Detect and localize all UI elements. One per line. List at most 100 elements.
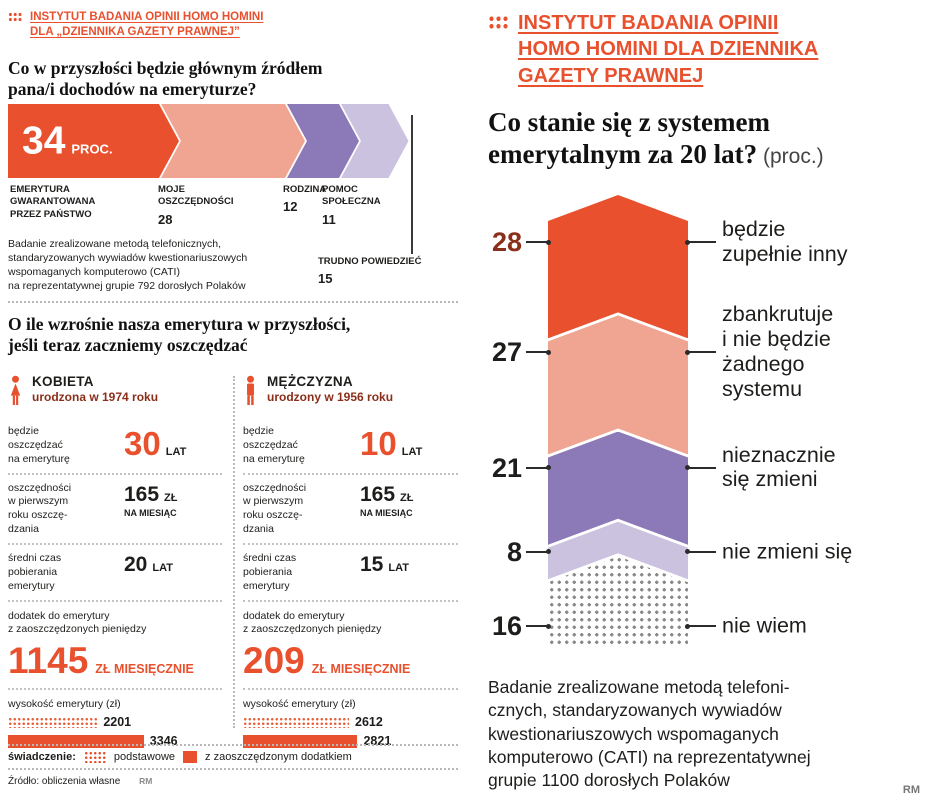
right-credit: INSTYTUT BADANIA OPINII HOMO HOMINI DLA … bbox=[488, 10, 818, 89]
saving-years-row: będzie oszczędzać na emeryturę 10 LAT bbox=[243, 418, 458, 475]
persons-divider bbox=[233, 376, 235, 728]
dots-logo-icon bbox=[488, 15, 509, 30]
value-number: 165 bbox=[360, 482, 396, 506]
pension-bonus-block: dodatek do emerytury z zaoszczędzonych p… bbox=[243, 602, 458, 691]
value-subunit: NA MIESIĄC bbox=[360, 507, 413, 518]
q1-label-text: MOJE OSZCZĘDNOŚCI bbox=[158, 184, 234, 208]
q3-answer-label: nieznacznie się zmieni bbox=[722, 442, 836, 492]
row-label: oszczędności w pierwszym roku oszczę- dz… bbox=[243, 481, 307, 536]
value-number: 30 bbox=[124, 425, 161, 462]
q3-connector-line bbox=[526, 241, 548, 243]
author-initials: RM bbox=[902, 784, 920, 796]
person-card-kobieta: KOBIETA urodzona w 1974 roku będzie oszc… bbox=[8, 374, 222, 748]
q1-label-state-pension: EMERYTURA GWARANTOWANA PRZEZ PAŃSTWO bbox=[10, 184, 130, 221]
left-panel: INSTYTUT BADANIA OPINII HOMO HOMINI DLA … bbox=[0, 0, 466, 812]
value-line: 165 ZŁ bbox=[360, 484, 458, 505]
bonus-unit: ZŁ MIESIĘCZNIE bbox=[95, 662, 194, 677]
bonus-number: 209 bbox=[243, 640, 305, 682]
right-credit-text: INSTYTUT BADANIA OPINII HOMO HOMINI DLA … bbox=[518, 12, 819, 87]
value-unit: LAT bbox=[165, 446, 187, 458]
row-label: oszczędności w pierwszym roku oszczę- dz… bbox=[8, 481, 72, 536]
person-name: MĘŻCZYZNA bbox=[267, 374, 353, 389]
q3-value: 27 bbox=[491, 337, 522, 368]
q3-answer-label: będzie zupełnie inny bbox=[722, 217, 848, 266]
bonus-unit: ZŁ MIESIĘCZNIE bbox=[311, 662, 411, 677]
pension-duration-row: średni czas pobierania emerytury 20 LAT bbox=[8, 545, 222, 602]
q1-label-family: RODZINA 12 bbox=[283, 184, 328, 216]
row-value: 15 LAT bbox=[360, 552, 458, 594]
row-value: 30 LAT bbox=[124, 425, 222, 467]
q3-connector-dot bbox=[546, 465, 551, 470]
q1-label-text: RODZINA bbox=[283, 184, 327, 195]
base-pension-bar bbox=[8, 716, 98, 728]
solid-swatch-icon bbox=[183, 751, 198, 763]
pension-duration-row: średni czas pobierania emerytury 15 LAT bbox=[243, 545, 458, 602]
q3-vertical-arrow-chart: 28 będzie zupełnie inny 27 zbankrutuje i ni… bbox=[470, 195, 934, 655]
q3-connector-dot bbox=[685, 623, 690, 629]
q1-methodology-note: Badanie zrealizowane metodą telefoniczny… bbox=[8, 238, 248, 292]
value-unit: LAT bbox=[401, 446, 423, 458]
value-number: 10 bbox=[360, 425, 397, 462]
q3-answer-label: nie zmieni się bbox=[722, 539, 853, 564]
first-year-savings-row: oszczędności w pierwszym roku oszczę- dz… bbox=[243, 475, 458, 546]
q1-arrow-chart: 34 PROC. bbox=[8, 104, 458, 178]
female-person-icon bbox=[10, 375, 21, 406]
bonus-value: 209 ZŁ MIESIĘCZNIE bbox=[243, 642, 458, 679]
row-value: 10 LAT bbox=[360, 425, 458, 467]
base-pension-bar-row: 2201 bbox=[8, 715, 222, 729]
left-credit-text: INSTYTUT BADANIA OPINII HOMO HOMINI DLA … bbox=[30, 11, 264, 38]
q3-title-main: Co stanie się z systemem emerytalnym za … bbox=[488, 107, 770, 170]
dots-logo-icon bbox=[8, 12, 23, 23]
q3-connector-line bbox=[688, 241, 716, 243]
legend: świadczenie: podstawowe z zaoszczędzonym… bbox=[8, 744, 458, 770]
q3-methodology-note: Badanie zrealizowane metodą telefoni- cz… bbox=[488, 677, 811, 791]
q3-value: 16 bbox=[491, 611, 522, 642]
value-unit: LAT bbox=[388, 562, 409, 575]
legend-item-bonus: z zaoszczędzonym dodatkiem bbox=[205, 751, 352, 763]
bars-label: wysokość emerytury (zł) bbox=[8, 698, 121, 711]
value-number: 165 bbox=[124, 482, 160, 506]
q3-connector-line bbox=[688, 351, 716, 354]
pension-amount-block: wysokość emerytury (zł) 2201 3346 bbox=[8, 690, 222, 748]
pension-amount-block: wysokość emerytury (zł) 2612 2821 bbox=[243, 690, 458, 748]
q3-value: 21 bbox=[491, 452, 522, 483]
person-birth-year: urodzona w 1974 roku bbox=[32, 390, 159, 404]
value-line: 165 ZŁ bbox=[124, 484, 222, 505]
q3-answer-label: nie wiem bbox=[722, 613, 807, 638]
row-value: 165 ZŁ NA MIESIĄC bbox=[360, 482, 458, 537]
row-value: 20 LAT bbox=[124, 552, 222, 594]
person-header: KOBIETA urodzona w 1974 roku bbox=[8, 374, 222, 406]
male-person-icon bbox=[247, 375, 254, 406]
right-panel: INSTYTUT BADANIA OPINII HOMO HOMINI DLA … bbox=[470, 0, 934, 812]
q1-label-social-aid: POMOC SPOŁECZNA 11 bbox=[322, 184, 397, 229]
legend-item-base: podstawowe bbox=[113, 751, 176, 763]
q3-title-unit: (proc.) bbox=[757, 145, 824, 169]
left-credit: INSTYTUT BADANIA OPINII HOMO HOMINI DLA … bbox=[8, 10, 263, 40]
q3-title: Co stanie się z systemem emerytalnym za … bbox=[488, 106, 824, 171]
q3-connector-line bbox=[688, 550, 716, 553]
q3-connector-dot bbox=[546, 549, 551, 555]
base-pension-value: 2201 bbox=[103, 715, 132, 730]
person-birth-year: urodzony w 1956 roku bbox=[267, 390, 394, 404]
q3-connector-line bbox=[526, 625, 548, 628]
q1-big-value: 34 PROC. bbox=[22, 122, 113, 161]
q1-bar-segment bbox=[8, 104, 179, 178]
first-year-savings-row: oszczędności w pierwszym roku oszczę- dz… bbox=[8, 475, 222, 546]
q3-connector-dot bbox=[685, 465, 690, 470]
bars-label: wysokość emerytury (zł) bbox=[243, 698, 356, 711]
q3-answer-label: zbankrutuje i nie będzie żadnego systemu bbox=[722, 302, 834, 402]
q3-connector-dot bbox=[546, 623, 551, 629]
q1-label-value: 28 bbox=[158, 211, 173, 227]
q3-connector-dot bbox=[546, 349, 551, 355]
source-line: Źródło: obliczenia własne RM bbox=[8, 776, 152, 787]
row-label: będzie oszczędzać na emeryturę bbox=[8, 425, 70, 465]
bonus-value: 1145 ZŁ MIESIĘCZNIE bbox=[8, 642, 222, 679]
bonus-number: 1145 bbox=[8, 640, 89, 682]
value-number: 15 bbox=[360, 553, 384, 577]
persons-comparison: KOBIETA urodzona w 1974 roku będzie oszc… bbox=[8, 374, 458, 748]
row-label: średni czas pobierania emerytury bbox=[243, 552, 297, 592]
q1-callout-line bbox=[411, 115, 413, 254]
q3-connector-line bbox=[688, 625, 716, 628]
dotted-swatch-icon bbox=[83, 751, 106, 763]
